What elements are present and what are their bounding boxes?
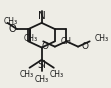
- Text: CH₃: CH₃: [95, 34, 109, 43]
- Text: CH: CH: [61, 37, 72, 46]
- Text: CH₃: CH₃: [3, 18, 17, 26]
- Text: N: N: [38, 11, 46, 21]
- Text: O: O: [9, 24, 16, 34]
- Text: CH₃: CH₃: [35, 75, 49, 84]
- Text: Si: Si: [37, 60, 46, 70]
- Text: CH₃: CH₃: [50, 70, 64, 79]
- Text: O: O: [81, 42, 88, 51]
- Text: CH₃: CH₃: [19, 70, 33, 79]
- Text: O: O: [42, 42, 49, 51]
- Text: CH₃: CH₃: [24, 34, 38, 43]
